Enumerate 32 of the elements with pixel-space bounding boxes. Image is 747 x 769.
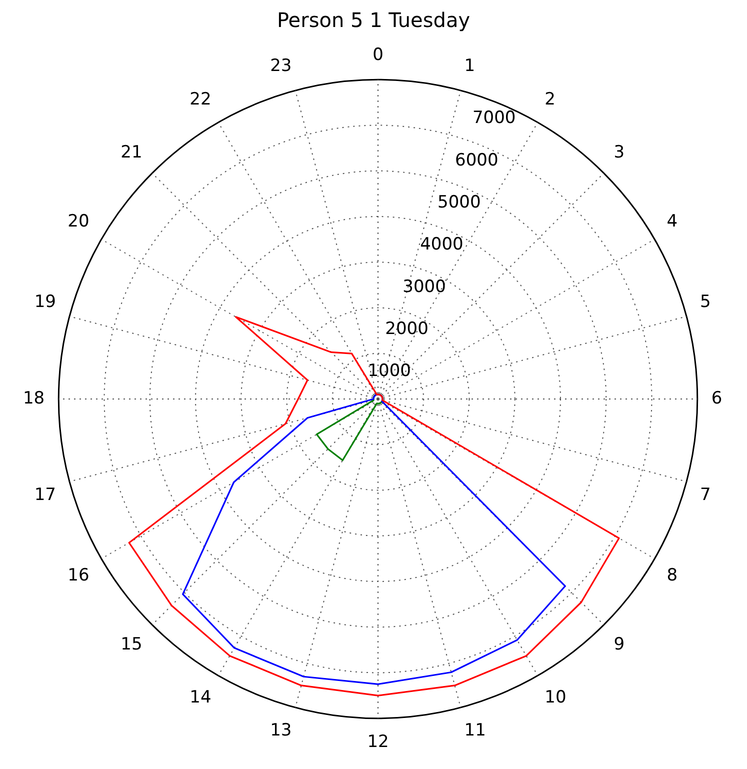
spoke-label: 17: [34, 484, 56, 505]
spoke-label: 20: [68, 212, 90, 232]
spoke-label: 3: [614, 142, 625, 162]
y-tick-label: 2000: [385, 318, 428, 339]
spoke-label: 16: [68, 565, 90, 586]
spoke-label: 4: [666, 212, 678, 232]
spoke-label: 9: [614, 634, 625, 654]
spoke-label: 14: [190, 687, 212, 708]
y-tick-label: 5000: [438, 192, 481, 212]
spoke-label: 21: [120, 142, 142, 162]
spoke-label: 12: [367, 732, 389, 752]
spoke-label: 22: [190, 90, 212, 110]
y-tick-label: 7000: [472, 108, 516, 128]
spoke-label: 13: [270, 720, 292, 741]
spoke-label: 19: [34, 292, 56, 312]
spoke-label: 10: [544, 687, 566, 708]
spoke-label: 1: [464, 56, 476, 76]
spoke-label: 23: [270, 56, 292, 76]
chart-title: Person 5 1 Tuesday: [276, 8, 470, 32]
y-tick-label: 1000: [368, 361, 411, 382]
spoke-label: 18: [22, 388, 45, 408]
spoke-label: 8: [666, 565, 678, 586]
spoke-label: 7: [700, 484, 711, 505]
spoke-label: 2: [544, 90, 556, 110]
spoke-label: 5: [700, 292, 711, 312]
y-tick-label: 4000: [420, 234, 464, 255]
y-tick-label: 3000: [402, 276, 446, 297]
y-tick-label: 6000: [455, 150, 498, 170]
spoke-label: 6: [711, 388, 722, 408]
spoke-label: 11: [464, 720, 486, 741]
spoke-label: 15: [120, 634, 142, 654]
spoke-label: 0: [372, 44, 384, 65]
